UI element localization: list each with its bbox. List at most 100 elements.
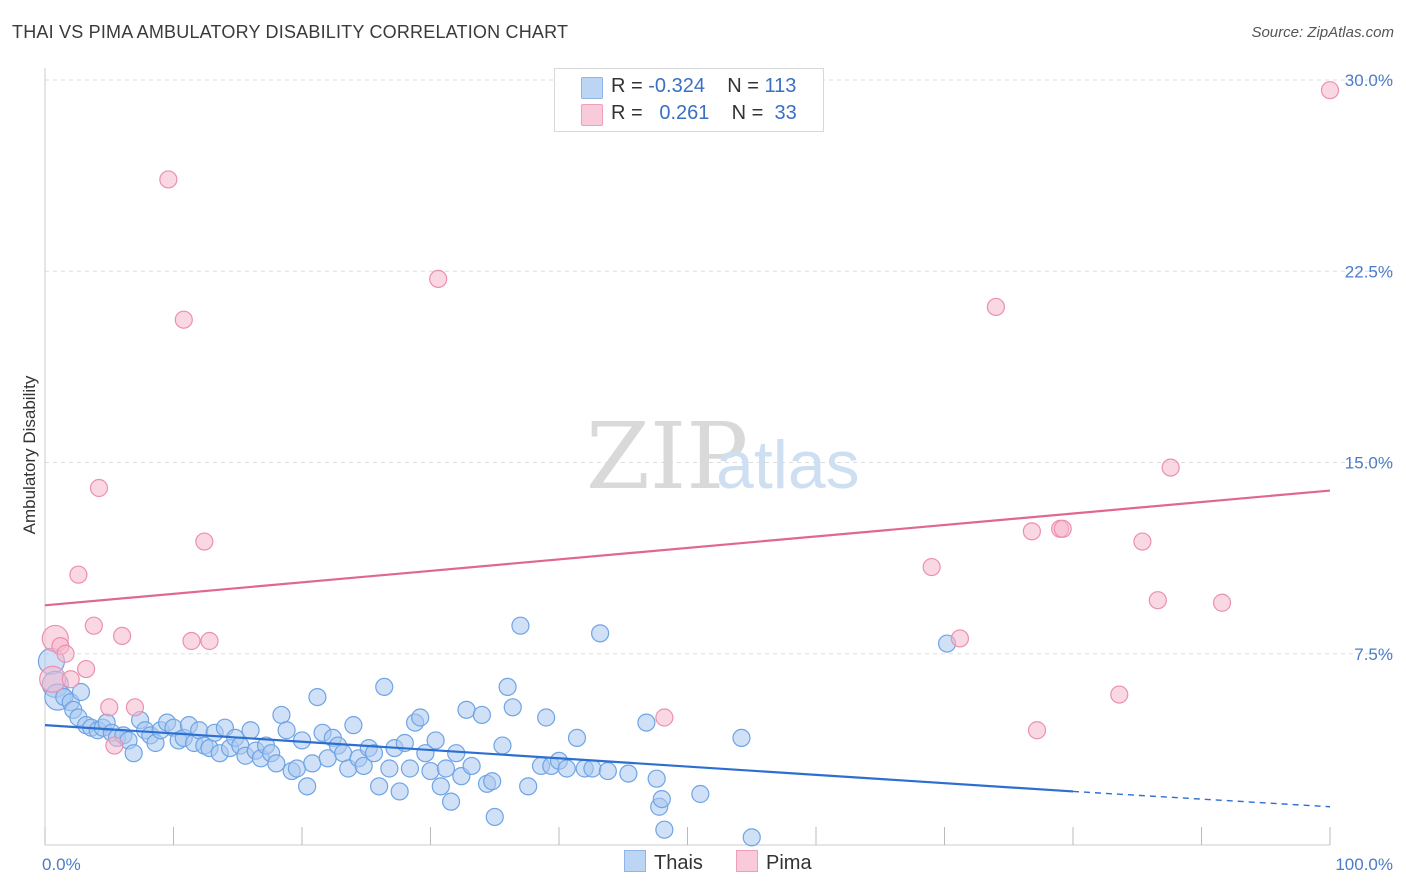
pima-trend-line xyxy=(44,489,1331,607)
pima-point xyxy=(1148,591,1167,610)
watermark-atlas: atlas xyxy=(716,427,860,503)
thais-point xyxy=(370,777,389,796)
thais-point xyxy=(591,624,610,643)
thais-point xyxy=(652,789,671,809)
legend-row-thais: R = -0.324 N = 113 xyxy=(611,75,797,97)
pima-point xyxy=(89,478,109,498)
x-tick-labels: 0.0% 100.0% xyxy=(42,855,1393,874)
thais-point xyxy=(598,761,617,781)
thais-point xyxy=(483,772,502,791)
thais-point xyxy=(637,713,656,732)
thais-point xyxy=(303,754,322,773)
thais-point xyxy=(344,716,363,735)
pima-point xyxy=(1027,721,1047,740)
y-tick-label: 15.0% xyxy=(1345,454,1393,473)
y-tick-labels: 7.5% 15.0% 22.5% 30.0% xyxy=(1345,71,1393,664)
thais-point xyxy=(436,759,456,778)
thais-point xyxy=(426,731,445,750)
gridlines xyxy=(45,79,1395,655)
x-tick-label-max: 100.0% xyxy=(1335,855,1393,874)
pima-point xyxy=(56,644,75,663)
thais-point xyxy=(742,828,761,847)
thais-point xyxy=(472,705,491,725)
y-tick-label: 7.5% xyxy=(1354,645,1393,664)
thais-point xyxy=(272,705,291,725)
thais-point xyxy=(287,759,306,778)
thais-legend-label: Thais xyxy=(654,852,703,874)
pima-point xyxy=(1053,519,1072,538)
pima-point xyxy=(429,269,448,288)
pima-point xyxy=(182,631,201,651)
pima-point xyxy=(84,616,103,635)
pima-point xyxy=(174,310,193,329)
pima-point xyxy=(922,557,941,577)
thais-point xyxy=(447,744,466,763)
thais-point xyxy=(457,700,476,719)
thais-point xyxy=(485,807,504,827)
thais-point xyxy=(277,721,296,740)
thais-point xyxy=(537,708,556,727)
thais-point xyxy=(390,782,409,801)
pima-swatch xyxy=(581,104,603,126)
thais-point xyxy=(462,756,481,776)
thais-point xyxy=(691,784,710,804)
trend-lines xyxy=(44,489,1331,808)
thais-point xyxy=(400,759,420,778)
pima-point xyxy=(986,297,1006,317)
thais-point xyxy=(375,677,394,697)
thais-point xyxy=(441,792,461,811)
bottom-legend-thais: Thais xyxy=(624,850,703,875)
pima-point xyxy=(105,736,124,755)
watermark-zip: ZIP xyxy=(586,403,748,510)
thais-point xyxy=(308,687,327,707)
chart-title: THAI VS PIMA AMBULATORY DISABILITY CORRE… xyxy=(12,22,569,42)
pima-legend-label: Pima xyxy=(766,852,812,874)
thais-point xyxy=(411,708,430,727)
pima-point xyxy=(1022,522,1041,541)
thais-point xyxy=(498,677,517,697)
thais-point xyxy=(732,728,751,748)
pima-point xyxy=(69,565,88,584)
thais-point xyxy=(71,682,91,702)
axes xyxy=(44,68,1331,846)
pima-point xyxy=(1133,532,1152,551)
thais-point xyxy=(267,754,286,773)
pima-point xyxy=(1110,685,1129,704)
y-tick-label: 22.5% xyxy=(1345,262,1393,281)
thais-point xyxy=(567,728,587,748)
pima-point xyxy=(112,626,132,646)
pima-point xyxy=(1161,458,1180,477)
pima-point xyxy=(100,698,119,717)
pima-point xyxy=(1212,593,1232,612)
thais-swatch xyxy=(581,77,603,99)
thais-trend-extension xyxy=(1072,790,1331,808)
thais-point xyxy=(647,769,666,788)
pima-legend-swatch xyxy=(736,850,758,872)
thais-point xyxy=(431,777,450,796)
thais-point xyxy=(334,744,353,763)
correlation-legend: R = -0.324 N = 113 R = 0.261 N = 33 xyxy=(554,68,824,132)
thais-point xyxy=(241,721,260,740)
y-tick-label: 30.0% xyxy=(1345,71,1393,90)
thais-point xyxy=(655,820,674,839)
thais-point xyxy=(298,777,317,796)
pima-point xyxy=(195,532,214,551)
thais-point xyxy=(124,744,143,763)
y-axis-label: Ambulatory Disability xyxy=(20,375,39,534)
thais-legend-swatch xyxy=(624,850,646,872)
thais-point xyxy=(511,616,530,635)
pima-point xyxy=(655,708,674,727)
thais-point xyxy=(519,777,538,796)
pima-point xyxy=(125,698,145,717)
thais-point xyxy=(493,736,512,755)
pima-point xyxy=(77,659,96,679)
thais-point xyxy=(619,764,638,783)
thais-point xyxy=(354,756,373,776)
thais-point xyxy=(557,759,576,778)
pima-point xyxy=(159,170,178,189)
x-tick-label-min: 0.0% xyxy=(42,855,81,874)
data-points xyxy=(37,81,1340,847)
thais-point xyxy=(503,698,522,717)
pima-point xyxy=(1320,81,1340,100)
source-label: Source: ZipAtlas.com xyxy=(1251,24,1394,41)
